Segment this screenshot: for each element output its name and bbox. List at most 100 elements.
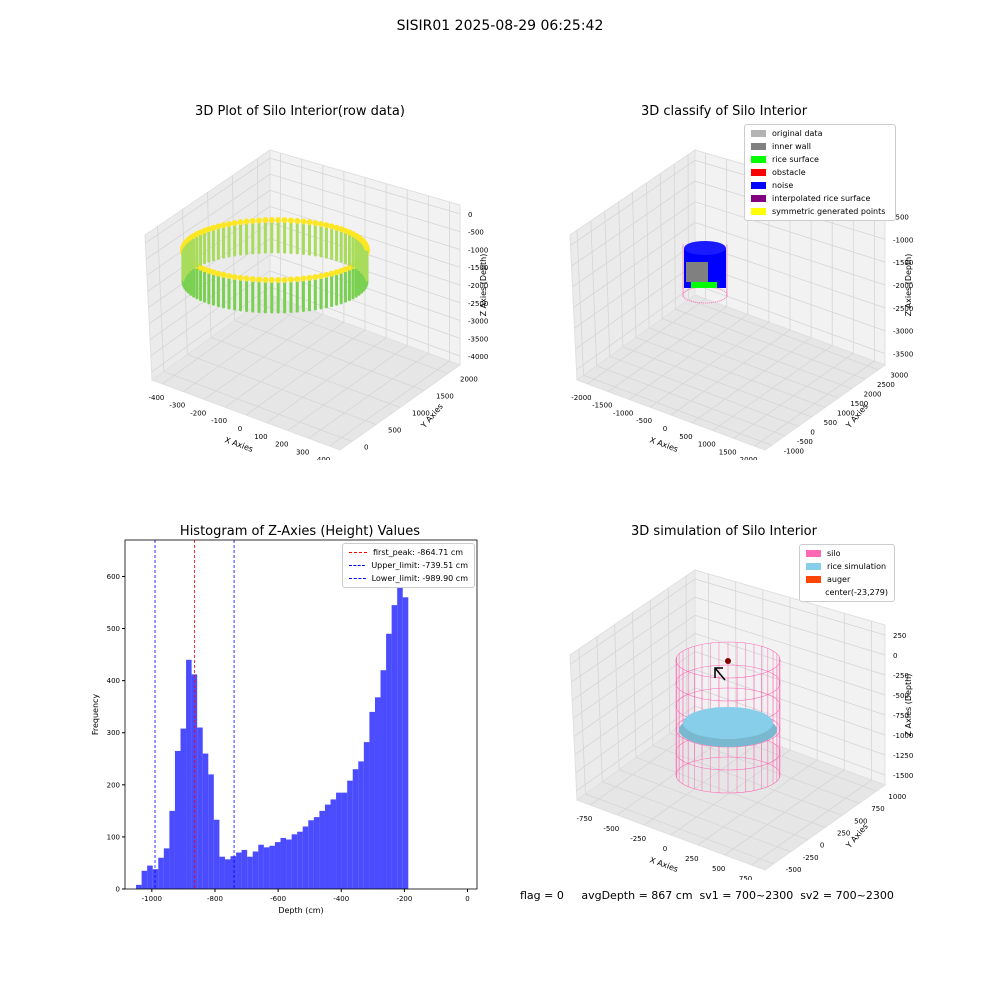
raw-point xyxy=(215,270,222,277)
raw-z-tick: -2000 xyxy=(468,282,488,290)
raw-point xyxy=(294,276,301,283)
legend-label: rice simulation xyxy=(827,562,887,571)
raw-point xyxy=(210,269,217,276)
raw-point xyxy=(281,276,288,283)
legend-swatch xyxy=(751,130,766,137)
classify-y-tick: 1000 xyxy=(837,410,855,418)
sim-x-tick: -500 xyxy=(603,825,619,833)
histogram-bar xyxy=(380,670,387,889)
panel1-title: 3D Plot of Silo Interior(row data) xyxy=(195,104,405,119)
raw-y-tick: 2000 xyxy=(460,376,478,384)
sim-z-tick: -1250 xyxy=(893,752,913,760)
classify-grid-x xyxy=(754,201,875,447)
sim-x-tick: -750 xyxy=(576,815,592,823)
legend-label: interpolated rice surface xyxy=(772,194,871,203)
classify-y-tick: 2000 xyxy=(864,391,882,399)
raw-point xyxy=(268,217,275,224)
raw-point xyxy=(262,276,269,283)
sim-grid-y xyxy=(614,624,808,841)
legend-swatch xyxy=(806,576,821,583)
sim-y-tick: 500 xyxy=(854,817,867,825)
classify-grid-y xyxy=(645,183,839,399)
legend-label: obstacle xyxy=(772,168,806,177)
raw-grid-x xyxy=(224,171,345,408)
classify-x-tick: -1500 xyxy=(592,402,612,410)
classify-grid-x xyxy=(608,159,728,392)
histogram-bar xyxy=(347,780,353,889)
histogram-bar xyxy=(158,857,164,889)
raw-point xyxy=(287,217,294,224)
sim-x-tick: -250 xyxy=(630,835,646,843)
raw-y-tick: 1000 xyxy=(412,410,430,418)
classify-grid-y xyxy=(618,201,812,418)
legend-label: center(-23,279) xyxy=(825,588,888,597)
histogram-bar xyxy=(169,810,175,889)
raw-y-tick: 0 xyxy=(364,444,368,452)
histogram-bar xyxy=(263,847,270,889)
raw-z-tick: -500 xyxy=(468,229,484,237)
legend-item: interpolated rice surface xyxy=(751,192,889,205)
raw-point xyxy=(323,222,330,229)
raw-x-tick: 200 xyxy=(275,441,288,449)
histogram-bar xyxy=(269,845,275,889)
classify-y-tick: -500 xyxy=(797,438,813,446)
raw-x-tick: -300 xyxy=(169,402,185,410)
classify-y-tick: 0 xyxy=(810,428,814,436)
classify-x-tick: -1000 xyxy=(613,409,633,417)
histogram-bar xyxy=(136,884,142,889)
histogram-title: Histogram of Z-Axies (Height) Values xyxy=(179,524,421,539)
raw-grid-z xyxy=(145,157,461,244)
histogram-bar xyxy=(163,848,170,889)
histogram-bar xyxy=(302,826,309,889)
classify-y-tick: -1000 xyxy=(784,447,804,455)
classify-grid-y xyxy=(604,211,799,427)
legend-item: noise xyxy=(751,179,889,192)
raw-point xyxy=(275,217,282,224)
sim-grid-z xyxy=(572,632,886,719)
histogram-bar xyxy=(397,560,403,889)
raw-point xyxy=(333,224,340,231)
raw-z-tick: -1000 xyxy=(468,246,488,254)
y-tick-label: 200 xyxy=(107,781,120,789)
sim-x-label: X Axies xyxy=(648,855,679,874)
histogram-bar xyxy=(358,761,364,889)
sim-grid-y xyxy=(596,636,791,853)
classify-x-label: X Axies xyxy=(648,435,679,454)
histogram-bar xyxy=(241,849,248,889)
raw-point xyxy=(306,274,313,281)
raw-z-tick: -4000 xyxy=(468,353,488,361)
sim-x-tick: 750 xyxy=(739,875,752,880)
silo-ring xyxy=(675,664,781,702)
legend-label: original data xyxy=(772,129,823,138)
figure-title: SISIR01 2025-08-29 06:25:42 xyxy=(396,18,604,34)
raw-grid-z xyxy=(150,270,461,357)
raw-grid-x xyxy=(203,165,324,400)
histogram-bar xyxy=(313,817,320,889)
x-tick-label: -600 xyxy=(270,895,286,903)
sim-x-tick: 500 xyxy=(712,865,725,873)
raw-point xyxy=(243,218,250,225)
classify-grid-x xyxy=(649,171,770,408)
y-tick-label: 600 xyxy=(107,573,120,581)
raw-z-tick: -3000 xyxy=(468,318,488,326)
x-tick-label: -1000 xyxy=(142,895,162,903)
raw-z-tick: 0 xyxy=(468,211,472,219)
sim-grid-z xyxy=(575,687,886,774)
histogram-bar xyxy=(202,753,209,889)
legend-swatch xyxy=(751,143,766,150)
classify-legend: original data inner wall rice surface obsta… xyxy=(744,124,896,221)
panel4-title: 3D simulation of Silo Interior xyxy=(631,524,817,539)
sim-grid-z xyxy=(571,614,886,701)
sim-y-tick: 1000 xyxy=(888,793,906,801)
raw-point xyxy=(231,273,238,280)
histogram-bar xyxy=(374,697,381,889)
raw-grid-z xyxy=(145,173,461,260)
classify-grid-y xyxy=(687,154,879,371)
histogram-bar xyxy=(147,865,153,889)
rice-surface-points xyxy=(691,282,717,288)
sim-grid-z xyxy=(570,578,886,665)
raw-point xyxy=(318,272,324,279)
raw-point xyxy=(312,220,319,227)
histogram-chart: -1000 -800 -600 -400 -200 0 0 100 200 300 400 500 60… xyxy=(91,539,478,915)
raw-point xyxy=(287,276,294,283)
